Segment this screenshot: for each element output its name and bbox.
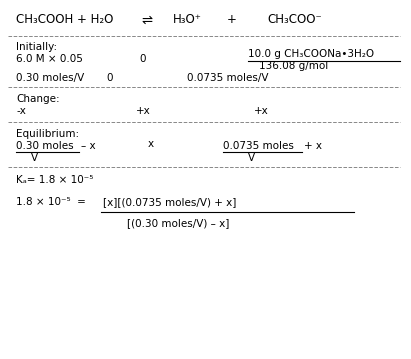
Text: V: V: [31, 153, 38, 163]
Text: +x: +x: [136, 106, 150, 116]
Text: 0.0735 moles/V: 0.0735 moles/V: [187, 73, 269, 83]
Text: – x: – x: [81, 141, 95, 151]
Text: 136.08 g/mol: 136.08 g/mol: [259, 61, 328, 71]
Text: V: V: [248, 153, 255, 163]
Text: Change:: Change:: [16, 94, 60, 104]
Text: H₃O⁺: H₃O⁺: [173, 13, 202, 27]
Text: +x: +x: [254, 106, 268, 116]
Text: +: +: [226, 13, 236, 27]
Text: CH₃COOH + H₂O: CH₃COOH + H₂O: [16, 13, 113, 27]
Text: 0: 0: [107, 73, 113, 83]
Text: [x][(0.0735 moles/V) + x]: [x][(0.0735 moles/V) + x]: [103, 197, 236, 207]
Text: 6.0 M × 0.05: 6.0 M × 0.05: [16, 54, 83, 64]
Text: 0.30 moles: 0.30 moles: [16, 141, 74, 151]
Text: + x: + x: [304, 141, 322, 151]
Text: 0.30 moles/V: 0.30 moles/V: [16, 73, 85, 83]
Text: x: x: [148, 139, 154, 149]
Text: Kₐ= 1.8 × 10⁻⁵: Kₐ= 1.8 × 10⁻⁵: [16, 174, 94, 185]
Text: Equilibrium:: Equilibrium:: [16, 129, 79, 139]
Text: 1.8 × 10⁻⁵  =: 1.8 × 10⁻⁵ =: [16, 197, 86, 207]
Text: 0.0735 moles: 0.0735 moles: [224, 141, 294, 151]
Text: 10.0 g CH₃COONa•3H₂O: 10.0 g CH₃COONa•3H₂O: [247, 49, 374, 59]
Text: Initially:: Initially:: [16, 42, 58, 52]
Text: ⇌: ⇌: [141, 13, 152, 27]
Text: -x: -x: [16, 106, 26, 116]
Text: CH₃COO⁻: CH₃COO⁻: [268, 13, 323, 27]
Text: 0: 0: [140, 54, 146, 64]
Text: [(0.30 moles/V) – x]: [(0.30 moles/V) – x]: [127, 218, 229, 228]
